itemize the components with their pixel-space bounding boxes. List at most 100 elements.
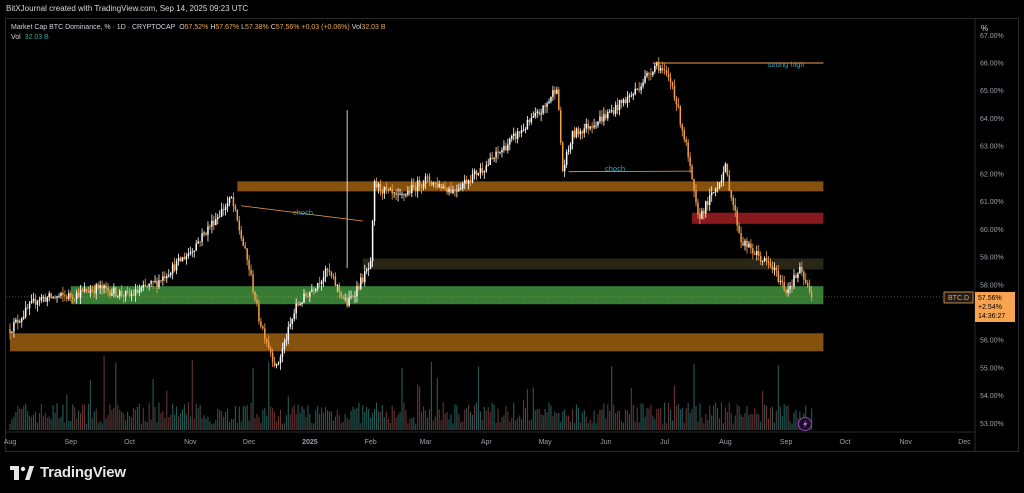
volume-bar xyxy=(811,408,813,430)
candle-body xyxy=(232,197,235,207)
candle-body xyxy=(518,131,521,134)
price-chart[interactable]: strong high choch choch 53.00% 54.00% 55.00% 5… xyxy=(0,0,1024,453)
candle-body xyxy=(177,257,180,262)
candle-body xyxy=(544,105,546,107)
chart-frame[interactable] xyxy=(5,18,1019,452)
volume-bar xyxy=(560,421,562,430)
candle-body xyxy=(303,293,305,303)
legend-symbol: Market Cap BTC Dominance, % · 1D · CRYPT… xyxy=(11,24,176,31)
candle-body xyxy=(438,184,440,188)
candle-body xyxy=(297,303,299,306)
volume-bar xyxy=(27,411,29,430)
volume-bar xyxy=(658,409,660,430)
volume-bar xyxy=(756,413,758,430)
candle-body xyxy=(199,241,201,243)
y-tick-label: 55.00% xyxy=(980,365,1004,372)
candle-body xyxy=(695,190,697,203)
volume-bar xyxy=(444,413,446,430)
candle-body xyxy=(550,96,552,102)
candle-body xyxy=(17,319,19,323)
candle-body xyxy=(152,281,154,283)
x-tick-label: 2025 xyxy=(302,439,318,446)
volume-bar xyxy=(432,420,434,430)
volume-bar xyxy=(666,423,668,430)
candle-body xyxy=(471,174,474,183)
candle-body xyxy=(336,285,339,286)
candle-body xyxy=(77,292,80,298)
volume-bar xyxy=(693,364,695,430)
candle-body xyxy=(607,111,609,119)
candle-body xyxy=(93,290,96,294)
candle-body xyxy=(313,289,315,291)
candle-body xyxy=(597,121,599,126)
candle-body xyxy=(217,217,219,219)
volume-bar xyxy=(183,404,185,430)
candle-body xyxy=(493,157,495,159)
candle-body xyxy=(238,220,241,231)
volume-bar xyxy=(468,405,470,430)
volume-bar xyxy=(21,408,23,430)
candle-body xyxy=(450,188,452,193)
candle-body xyxy=(667,73,670,78)
tradingview-brand[interactable]: TradingView xyxy=(10,464,126,481)
volume-bar xyxy=(107,415,109,430)
candle-body xyxy=(759,255,762,262)
candle-body xyxy=(591,126,593,128)
volume-bar xyxy=(223,416,225,430)
candle-body xyxy=(434,182,437,184)
candle-body xyxy=(638,88,640,91)
volume-bar xyxy=(338,415,340,430)
candle-body xyxy=(724,163,727,172)
volume-bar xyxy=(295,413,297,430)
volume-bar xyxy=(129,416,131,430)
volume-bar xyxy=(142,408,144,430)
volume-bar xyxy=(718,418,721,430)
candle-body xyxy=(673,86,676,99)
volume-bar xyxy=(438,409,440,430)
y-tick-label: 67.00% xyxy=(980,33,1004,40)
candle-body xyxy=(757,251,760,256)
volume-bar xyxy=(403,402,405,430)
candle-body xyxy=(473,170,476,175)
volume-bar xyxy=(234,406,236,430)
volume-bar xyxy=(675,405,677,430)
candle-body xyxy=(215,218,217,226)
candle-body xyxy=(109,290,111,296)
legend-volume-label: Vol xyxy=(11,34,21,41)
volume-bar xyxy=(48,416,50,430)
candle-body xyxy=(122,295,125,297)
candle-body xyxy=(752,248,754,254)
candle-body xyxy=(71,297,74,299)
candle-body xyxy=(701,210,703,219)
volume-bar xyxy=(230,419,233,430)
volume-bar xyxy=(458,413,460,430)
candle-body xyxy=(15,319,17,323)
candle-body xyxy=(275,363,278,366)
volume-bar xyxy=(372,412,374,430)
candle-body xyxy=(44,297,47,302)
y-tick-label: 54.00% xyxy=(980,393,1004,400)
volume-bar xyxy=(330,411,332,430)
legend-volume-row: Vol 32.03 B xyxy=(11,33,386,43)
candle-body xyxy=(348,297,350,306)
volume-bar xyxy=(448,419,450,430)
volume-bar xyxy=(181,409,184,430)
volume-bar xyxy=(703,423,705,430)
volume-bar xyxy=(622,422,625,430)
volume-bar xyxy=(495,422,497,430)
candle-body xyxy=(750,243,752,249)
axis-unit-button[interactable]: % xyxy=(975,21,1015,36)
volume-bar xyxy=(424,410,427,430)
candle-body xyxy=(585,123,587,129)
volume-bar xyxy=(240,421,242,430)
candle-body xyxy=(79,290,82,298)
x-tick-label: Oct xyxy=(840,439,851,446)
volume-bar xyxy=(178,416,180,430)
volume-bar xyxy=(191,360,193,430)
volume-bar xyxy=(13,416,15,430)
volume-bar xyxy=(626,410,628,430)
candle-body xyxy=(250,269,252,275)
candle-body xyxy=(524,129,527,130)
volume-bar xyxy=(442,402,444,430)
candle-body xyxy=(211,220,213,227)
